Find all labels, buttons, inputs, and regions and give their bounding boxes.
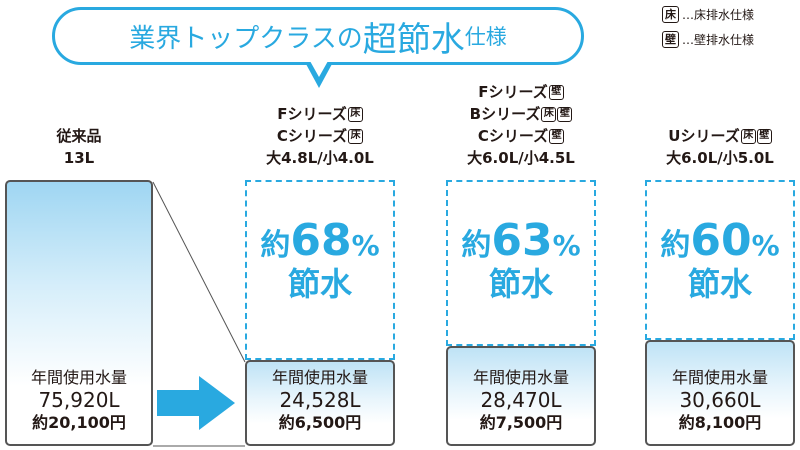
bar-new — [446, 346, 596, 446]
series-name: Fシリーズ — [478, 83, 548, 101]
annual-label: 年間使用水量 — [271, 368, 368, 387]
bar-text-3: 年間使用水量 30,660L 約8,100円 — [645, 368, 795, 434]
col-head-line: Fシリーズ 壁 — [446, 81, 596, 103]
savings-unit: % — [351, 229, 380, 262]
savings-prefix: 約 — [660, 228, 691, 263]
bar-text-1: 年間使用水量 24,528L 約6,500円 — [245, 368, 395, 434]
col-head-0: 従来品 13L — [5, 125, 153, 169]
headline-banner: 業界トップクラスの 超節水 仕様 — [52, 7, 584, 65]
annual-label: 年間使用水量 — [30, 368, 127, 387]
savings-unit: % — [552, 229, 581, 262]
savings-prefix: 約 — [260, 228, 291, 263]
annual-volume: 75,920L — [38, 388, 120, 412]
savings-block: 約 68% 節水 — [245, 218, 395, 304]
annual-volume: 30,660L — [679, 388, 761, 412]
savings-value: 60 — [690, 215, 752, 266]
col-head-line: 従来品 — [56, 127, 102, 145]
floor-badge-icon: 床 — [662, 6, 679, 23]
col-head-1: Fシリーズ 床 Cシリーズ 床 大4.8L/小4.0L — [245, 103, 395, 169]
floor-badge-icon: 床 — [740, 128, 756, 144]
bar-new — [245, 360, 395, 446]
series-name: Uシリーズ — [668, 127, 740, 145]
legend-item-floor: 床 …床排水仕様 — [662, 6, 754, 23]
series-name: Fシリーズ — [277, 105, 347, 123]
col-head-line: Cシリーズ 床 — [245, 125, 395, 147]
floor-badge-icon: 床 — [348, 128, 364, 144]
annual-cost: 約20,100円 — [32, 413, 126, 432]
wall-badge-icon: 壁 — [549, 128, 565, 144]
headline-pointer-inner — [310, 61, 328, 77]
savings-block: 約 60% 節水 — [645, 218, 795, 304]
wall-badge-icon: 壁 — [756, 128, 772, 144]
legend-item-wall: 壁 …壁排水仕様 — [662, 31, 754, 48]
col-head-3: Uシリーズ 床 壁 大6.0L/小5.0L — [645, 125, 795, 169]
dashed-frame — [446, 180, 596, 346]
col-head-line: Uシリーズ 床 壁 — [645, 125, 795, 147]
annual-label: 年間使用水量 — [671, 368, 768, 387]
floor-badge-icon: 床 — [347, 106, 363, 122]
col-head-line: 13L — [63, 149, 95, 167]
col-head-spec: 大6.0L/小4.5L — [467, 149, 575, 167]
series-name: Cシリーズ — [477, 127, 549, 145]
col-head-line: Fシリーズ 床 — [245, 103, 395, 125]
dashed-frame — [245, 180, 395, 360]
col-head-2: Fシリーズ 壁 Bシリーズ 床 壁 Cシリーズ 壁 大6.0L/小4.5L — [446, 81, 596, 169]
annual-volume: 28,470L — [480, 388, 562, 412]
savings-suffix: 節水 — [287, 265, 352, 303]
savings-value: 68 — [290, 215, 352, 266]
col-head-line: Bシリーズ 床 壁 — [446, 103, 596, 125]
legend-text: …床排水仕様 — [682, 8, 755, 22]
annual-label: 年間使用水量 — [472, 368, 569, 387]
floor-badge-icon: 床 — [541, 106, 557, 122]
annual-cost: 約6,500円 — [278, 413, 362, 432]
arrow-right-icon — [157, 376, 235, 430]
savings-suffix: 節水 — [488, 265, 553, 303]
connector-line-top — [152, 181, 246, 363]
savings-block: 約 63% 節水 — [446, 218, 596, 304]
savings-suffix: 節水 — [687, 265, 752, 303]
dashed-frame — [645, 180, 795, 340]
headline-part1: 業界トップクラスの — [129, 23, 363, 54]
col-head-spec: 大6.0L/小5.0L — [666, 149, 774, 167]
savings-unit: % — [751, 229, 780, 262]
headline-part2: 超節水 — [362, 19, 465, 60]
series-name: Cシリーズ — [276, 127, 348, 145]
col-head-line: Cシリーズ 壁 — [446, 125, 596, 147]
headline-part3: 仕様 — [464, 25, 507, 49]
annual-volume: 24,528L — [279, 388, 361, 412]
legend-text: …壁排水仕様 — [682, 33, 755, 47]
wall-badge-icon: 壁 — [662, 31, 679, 48]
wall-badge-icon: 壁 — [557, 106, 573, 122]
bar-text-2: 年間使用水量 28,470L 約7,500円 — [446, 368, 596, 434]
savings-value: 63 — [491, 215, 553, 266]
annual-cost: 約7,500円 — [479, 413, 563, 432]
bar-text-0: 年間使用水量 75,920L 約20,100円 — [5, 368, 153, 434]
savings-prefix: 約 — [461, 228, 492, 263]
bar-conventional — [5, 180, 153, 446]
series-name: Bシリーズ — [469, 105, 541, 123]
col-head-spec: 大4.8L/小4.0L — [266, 149, 374, 167]
annual-cost: 約8,100円 — [678, 413, 762, 432]
bar-new — [645, 340, 795, 446]
legend: 床 …床排水仕様 壁 …壁排水仕様 — [662, 6, 754, 48]
wall-badge-icon: 壁 — [548, 84, 564, 100]
